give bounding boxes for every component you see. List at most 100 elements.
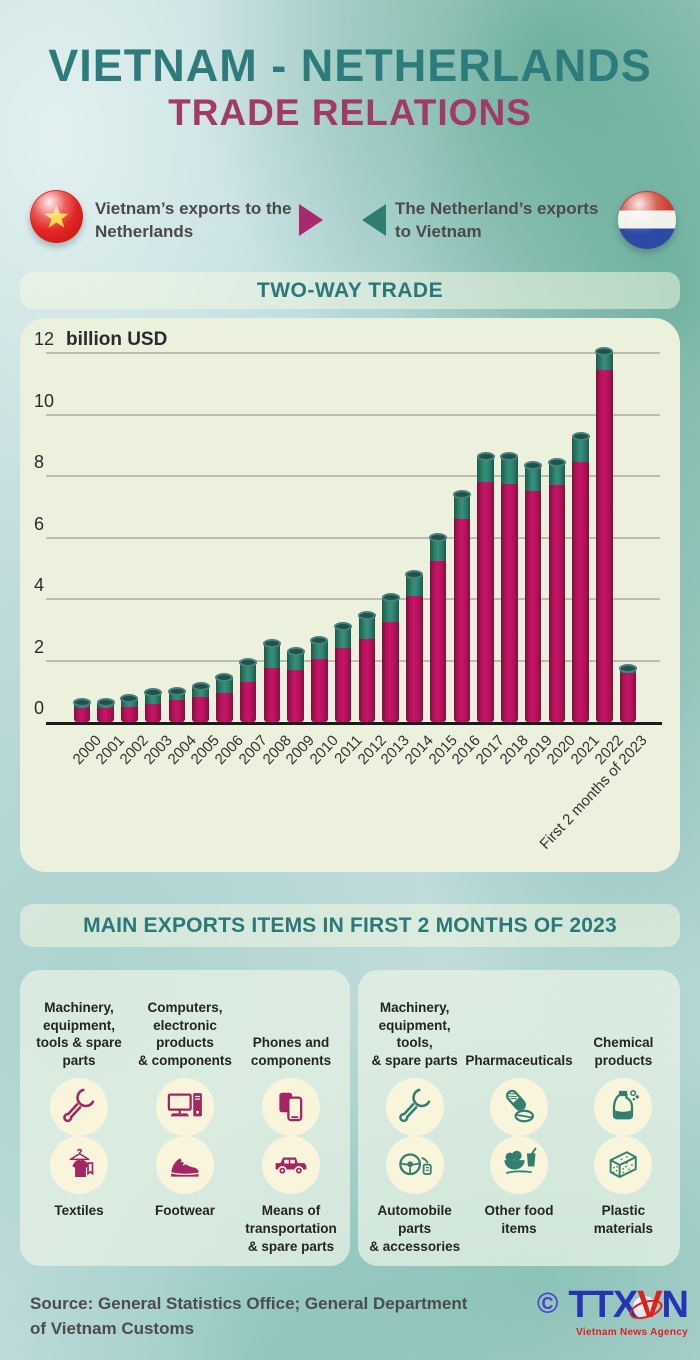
- bar-segment-vietnam-exports: [501, 483, 518, 722]
- export-item-label: Means of transportation & spare parts: [245, 1203, 337, 1254]
- bar-segment-vietnam-exports: [121, 706, 138, 722]
- bar-segment-vietnam-exports: [239, 682, 257, 722]
- star-icon: [44, 205, 69, 228]
- agency-subtext: Vietnam News Agency: [576, 1327, 688, 1338]
- bar-cap: [239, 657, 258, 667]
- export-item: Machinery, equipment, tools, & spare par…: [364, 980, 465, 1136]
- bar-cap: [500, 451, 519, 461]
- bar-segment-vietnam-exports: [144, 703, 162, 722]
- y-axis-tick: 8: [34, 452, 45, 472]
- bar-segment-vietnam-exports: [216, 692, 233, 722]
- detergent-bottle-icon: [594, 1078, 653, 1136]
- bar-segment-vietnam-exports: [524, 491, 542, 722]
- export-item-label: Automobile parts & accessories: [369, 1203, 461, 1254]
- export-item-label: Phones and components: [250, 1035, 332, 1069]
- y-axis-tick: 0: [34, 698, 45, 718]
- bar-cap: [429, 533, 448, 542]
- bar-segment-vietnam-exports: [73, 708, 91, 722]
- bar-cap: [334, 622, 353, 632]
- bar-segment-netherlands-exports: [334, 626, 352, 649]
- bar-segment-vietnam-exports: [168, 700, 186, 722]
- export-item: Other food items: [465, 1136, 572, 1262]
- legend-label-netherlands-exports: The Netherland’s exports to Vietnam: [395, 199, 599, 241]
- page-subtitle: TRADE RELATIONS: [168, 92, 532, 133]
- y-axis-tick: 10: [34, 390, 55, 411]
- source-text: Source: General Statistics Office; Gener…: [30, 1294, 468, 1338]
- bar-cap: [73, 697, 91, 707]
- ttxvn-logo: © TTX VN Vietnam News Agency: [537, 1284, 689, 1338]
- bar-cap: [618, 663, 637, 673]
- bar-segment-netherlands-exports: [524, 465, 542, 492]
- bar-segment-vietnam-exports: [287, 669, 304, 722]
- export-item-label: Machinery, equipment, tools & spare part…: [36, 999, 122, 1069]
- section-header-two-way-trade: TWO-WAY TRADE: [20, 272, 680, 309]
- bar-segment-netherlands-exports: [572, 436, 589, 463]
- gridline: [46, 352, 660, 354]
- bar-segment-vietnam-exports: [406, 595, 423, 722]
- tshirt-hanger-icon: [50, 1136, 108, 1194]
- jeep-icon: [262, 1136, 320, 1194]
- pills-capsule-icon: [490, 1078, 548, 1136]
- export-item: Chemical products: [573, 980, 674, 1136]
- bar-segment-vietnam-exports: [548, 485, 566, 722]
- bar-segment-netherlands-exports: [192, 686, 209, 698]
- y-axis-tick: 12: [34, 329, 55, 349]
- bar-segment-netherlands-exports: [501, 456, 518, 484]
- bar-segment-vietnam-exports: [192, 697, 209, 722]
- bar-segment-netherlands-exports: [382, 597, 399, 623]
- exports-panel-netherlands: Machinery, equipment, tools, & spare par…: [358, 970, 680, 1266]
- export-item-label: Footwear: [155, 1203, 216, 1218]
- bar-cap: [595, 346, 614, 356]
- wrench-icon: [50, 1078, 108, 1136]
- export-item: Automobile parts & accessories: [364, 1136, 465, 1262]
- bar-cap: [120, 694, 139, 704]
- bar-segment-netherlands-exports: [477, 456, 494, 483]
- y-axis-tick: 4: [34, 575, 45, 595]
- section-header-main-exports: MAIN EXPORTS ITEMS IN FIRST 2 MONTHS OF …: [20, 904, 680, 947]
- export-item: Phones and components: [238, 980, 344, 1136]
- arrow-left-icon: [362, 204, 386, 236]
- bar-segment-vietnam-exports: [382, 622, 399, 722]
- steering-wheel-icon: [385, 1136, 444, 1194]
- foam-block-icon: [594, 1136, 653, 1194]
- bar-cap: [381, 592, 400, 602]
- export-item-label: Other food items: [484, 1203, 554, 1236]
- y-axis-tick: 6: [34, 513, 45, 534]
- bar-segment-netherlands-exports: [168, 691, 186, 701]
- bar-segment-netherlands-exports: [406, 574, 423, 596]
- bar-segment-netherlands-exports: [263, 643, 281, 669]
- food-bowls-icon: [490, 1136, 548, 1194]
- bar-cap: [96, 697, 115, 707]
- bar-cap: [452, 489, 471, 499]
- export-item-label: Pharmaceuticals: [465, 1053, 573, 1069]
- export-item: Computers, electronic products & compone…: [132, 980, 238, 1136]
- export-item-label: Plastic materials: [593, 1203, 653, 1236]
- bar-segment-vietnam-exports: [358, 638, 376, 722]
- export-item-label: Machinery, equipment, tools, & spare par…: [371, 999, 458, 1069]
- gridline: [46, 536, 660, 539]
- bar-cap: [547, 457, 566, 467]
- export-item-label: Chemical products: [593, 1035, 654, 1069]
- bar-cap: [405, 569, 424, 579]
- bar-segment-vietnam-exports: [453, 519, 471, 722]
- legend-label-vietnam-exports: Vietnam’s exports to the Netherlands: [95, 199, 292, 241]
- desktop-computer-icon: [156, 1078, 214, 1136]
- bar-segment-vietnam-exports: [97, 708, 114, 722]
- ttxvn-logo-text: TTX VN Vietnam News Agency: [568, 1284, 689, 1338]
- bar-segment-netherlands-exports: [429, 537, 447, 561]
- bar-cap: [524, 460, 543, 470]
- bar-segment-netherlands-exports: [144, 692, 162, 704]
- export-item: Machinery, equipment, tools & spare part…: [26, 980, 132, 1136]
- copyright-icon: ©: [537, 1288, 559, 1320]
- bar-cap: [262, 639, 281, 649]
- trade-chart: billion USD 0 2 4 6 8 10 12 2000 2001 2002 2003 200…: [20, 318, 680, 872]
- bar-cap: [357, 611, 376, 621]
- page-title: VIETNAM - NETHERLANDS: [48, 40, 652, 91]
- wrench-icon: [385, 1078, 444, 1136]
- bar-segment-vietnam-exports: [596, 369, 613, 722]
- sneaker-icon: [156, 1136, 214, 1194]
- export-item: Means of transportation & spare parts: [238, 1136, 344, 1262]
- export-item: Footwear: [132, 1136, 238, 1262]
- y-axis-tick: 2: [34, 636, 45, 657]
